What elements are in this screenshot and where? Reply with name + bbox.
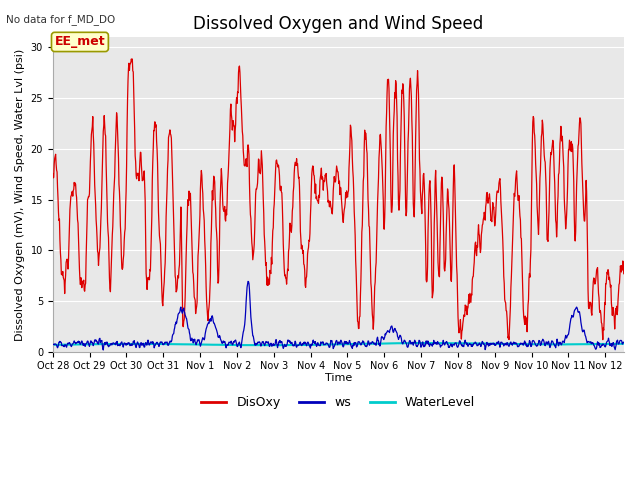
Title: Dissolved Oxygen and Wind Speed: Dissolved Oxygen and Wind Speed [193,15,483,33]
Y-axis label: Dissolved Oxygen (mV), Wind Speed, Water Lvl (psi): Dissolved Oxygen (mV), Wind Speed, Water… [15,48,25,341]
X-axis label: Time: Time [324,372,352,383]
Legend: DisOxy, ws, WaterLevel: DisOxy, ws, WaterLevel [196,391,480,414]
Text: No data for f_MD_DO: No data for f_MD_DO [6,14,116,25]
Text: EE_met: EE_met [54,36,105,48]
